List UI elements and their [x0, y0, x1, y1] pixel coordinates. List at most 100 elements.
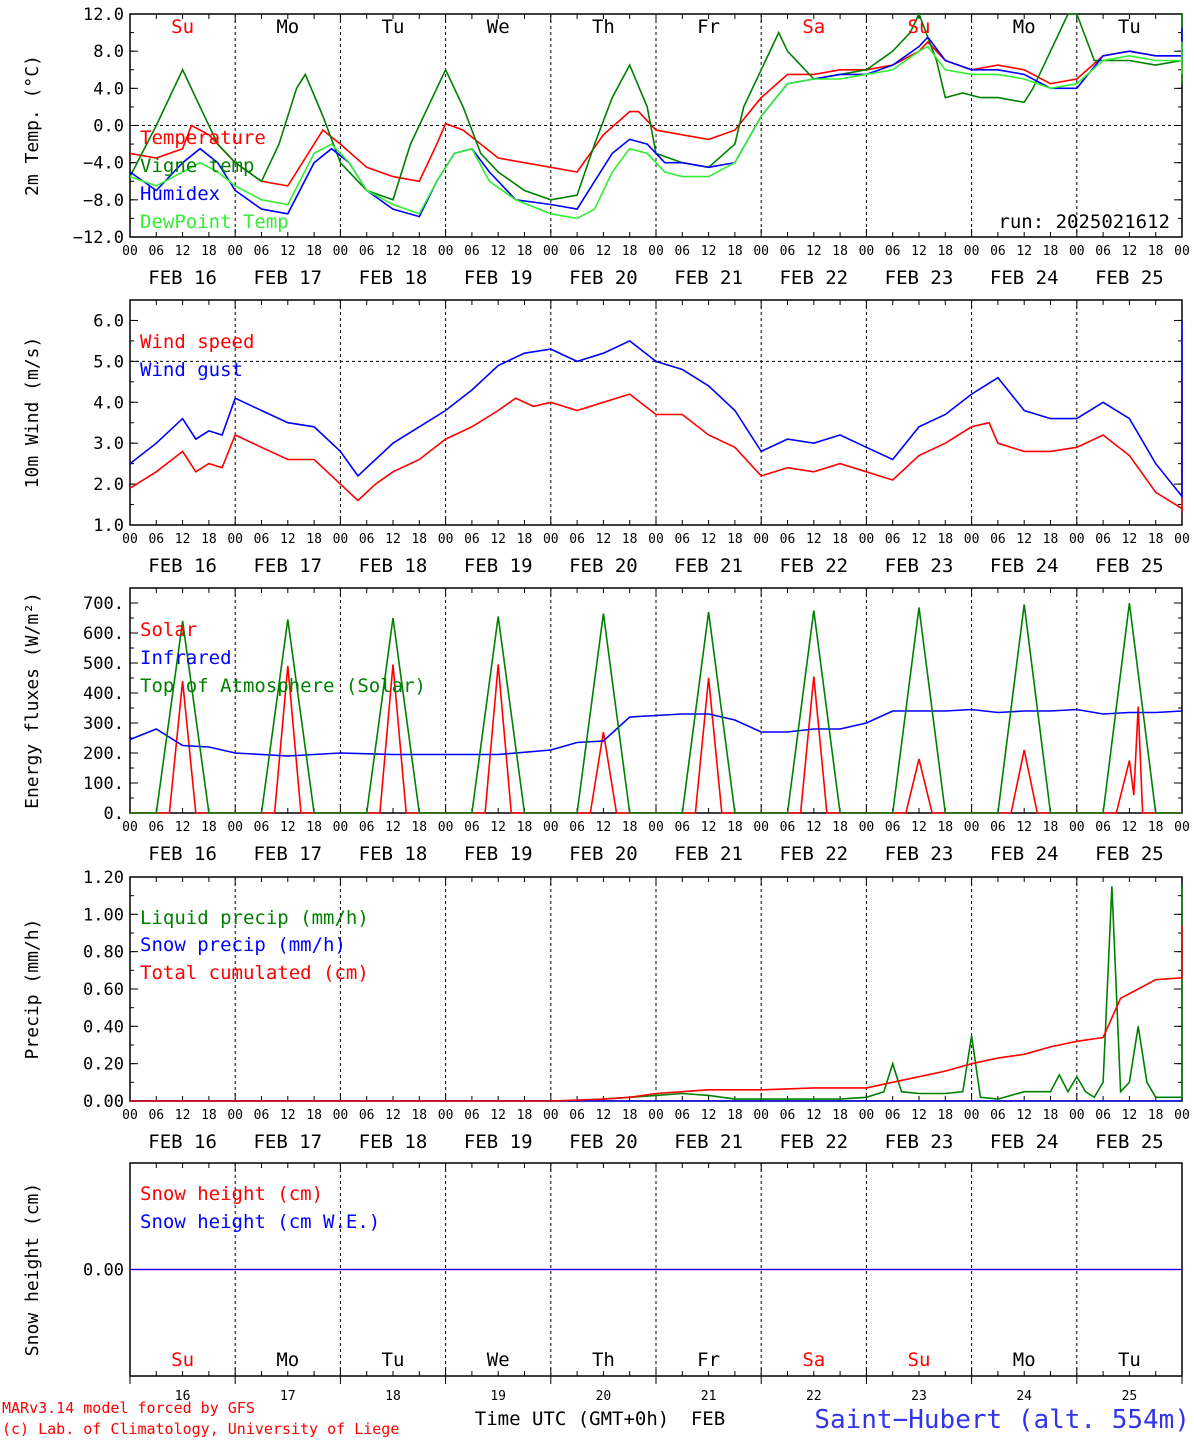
hour-tick-label: 12 — [596, 244, 612, 259]
hour-tick-label: 06 — [254, 1108, 270, 1123]
hour-tick-label: 18 — [832, 532, 848, 547]
date-label: FEB 20 — [569, 267, 638, 289]
hour-tick-label: 18 — [201, 244, 217, 259]
date-label: FEB 17 — [253, 267, 322, 289]
series-group — [130, 14, 1182, 218]
date-label: FEB 22 — [779, 267, 848, 289]
hour-tick-label: 06 — [885, 1108, 901, 1123]
y-tick-label: −4.0 — [83, 154, 124, 174]
hour-tick-label: 12 — [701, 1108, 717, 1123]
date-label: FEB 25 — [1095, 267, 1164, 289]
run-label: run: 2025021612 — [998, 211, 1170, 233]
hour-tick-label: 12 — [280, 1108, 296, 1123]
hour-tick-label: 06 — [359, 532, 375, 547]
date-label: FEB 24 — [990, 843, 1059, 865]
hour-tick-label: 12 — [175, 532, 191, 547]
hour-tick-label: 06 — [1095, 244, 1111, 259]
y-tick-label: 12.0 — [83, 5, 124, 25]
series-line-infrared — [130, 710, 1182, 757]
weekday-label: Su — [171, 16, 194, 38]
legend-entry: Snow height (cm W.E.) — [140, 1211, 380, 1233]
hour-tick-label: 18 — [1043, 820, 1059, 835]
y-tick-label: 0.0 — [93, 117, 124, 137]
weekday-label: Tu — [382, 1349, 405, 1371]
legend-entry: Wind speed — [140, 331, 254, 353]
hour-tick-label: 06 — [148, 532, 164, 547]
hour-tick-label: 06 — [780, 820, 796, 835]
hour-tick-label: 06 — [990, 820, 1006, 835]
hour-tick-label: 00 — [333, 532, 349, 547]
hour-tick-label: 12 — [1016, 244, 1032, 259]
date-label: FEB 20 — [569, 1131, 638, 1153]
hour-tick-label: 12 — [1122, 244, 1138, 259]
hour-tick-label: 06 — [1095, 820, 1111, 835]
hour-tick-label: 00 — [543, 1108, 559, 1123]
hour-tick-label: 06 — [569, 532, 585, 547]
date-label: FEB 24 — [990, 1131, 1059, 1153]
hour-tick-label: 18 — [517, 820, 533, 835]
weekday-label: Mo — [276, 1349, 299, 1371]
hour-tick-label: 00 — [753, 1108, 769, 1123]
date-label: FEB 17 — [253, 555, 322, 577]
hour-tick-label: 12 — [175, 244, 191, 259]
panel-5: 0.00 Snow height (cm) Snow height (cm) Snow… — [22, 1162, 1183, 1404]
hour-tick-label: 00 — [753, 820, 769, 835]
hour-tick-label: 18 — [622, 532, 638, 547]
date-label: FEB 23 — [885, 1131, 954, 1153]
y-tick-label: −8.0 — [83, 191, 124, 211]
date-label: FEB 19 — [464, 267, 533, 289]
date-label: FEB 24 — [990, 267, 1059, 289]
hour-tick-label: 06 — [1095, 1108, 1111, 1123]
hour-tick-label: 00 — [438, 1108, 454, 1123]
date-label: FEB 16 — [148, 1131, 217, 1153]
panel-4: 0.00 0.20 0.40 0.60 0.80 1.00 1.20 Precip (mm/h… — [22, 868, 1190, 1153]
hour-tick-label: 06 — [674, 1108, 690, 1123]
hour-tick-label: 00 — [227, 532, 243, 547]
hour-tick-label: 00 — [964, 1108, 980, 1123]
hour-tick-label: 00 — [122, 244, 138, 259]
weekday-label: We — [487, 16, 510, 38]
hour-tick-label: 06 — [674, 532, 690, 547]
day-number-label: 19 — [490, 1389, 506, 1404]
date-label: FEB 25 — [1095, 843, 1164, 865]
hour-tick-label: 00 — [227, 1108, 243, 1123]
hour-tick-label: 06 — [1095, 532, 1111, 547]
y-tick-label: 100. — [83, 774, 124, 794]
weekday-label: Su — [908, 16, 931, 38]
hour-tick-label: 12 — [490, 244, 506, 259]
weekday-label: Th — [592, 16, 615, 38]
hour-tick-label: 00 — [438, 244, 454, 259]
hour-tick-label: 06 — [359, 1108, 375, 1123]
hour-tick-label: 06 — [569, 1108, 585, 1123]
day-number-label: 24 — [1016, 1389, 1032, 1404]
hour-tick-label: 06 — [990, 532, 1006, 547]
hour-tick-label: 00 — [753, 244, 769, 259]
y-tick-label: 300. — [83, 714, 124, 734]
date-label: FEB 16 — [148, 267, 217, 289]
station-name: Saint−Hubert (alt. 554m) — [814, 1405, 1190, 1435]
hour-tick-label: 12 — [911, 1108, 927, 1123]
hour-tick-label: 18 — [411, 532, 427, 547]
hour-tick-label: 12 — [596, 532, 612, 547]
y-axis-label: Energy fluxes (W/m²) — [22, 592, 43, 809]
hour-tick-label: 06 — [148, 244, 164, 259]
credit-line-1: MARv3.14 model forced by GFS — [2, 1399, 255, 1417]
panel-2: 1.0 2.0 3.0 4.0 5.0 6.0 10m Wind (m/s) Wind spe… — [22, 299, 1190, 577]
hour-tick-label: 06 — [464, 1108, 480, 1123]
hour-tick-label: 00 — [1069, 532, 1085, 547]
hour-tick-label: 00 — [859, 820, 875, 835]
weekday-label: Sa — [802, 1349, 825, 1371]
hour-tick-label: 12 — [1016, 532, 1032, 547]
hour-tick-label: 12 — [806, 532, 822, 547]
weekday-label: Sa — [802, 16, 825, 38]
weekday-label: Mo — [276, 16, 299, 38]
hour-tick-label: 12 — [701, 532, 717, 547]
hour-tick-label: 06 — [254, 244, 270, 259]
hour-tick-label: 06 — [569, 244, 585, 259]
y-tick-label: 5.0 — [93, 352, 124, 372]
hour-tick-label: 00 — [859, 1108, 875, 1123]
hour-tick-label: 12 — [806, 244, 822, 259]
date-label: FEB 23 — [885, 555, 954, 577]
y-axis-label: Snow height (cm) — [22, 1183, 43, 1356]
hour-tick-label: 06 — [674, 244, 690, 259]
